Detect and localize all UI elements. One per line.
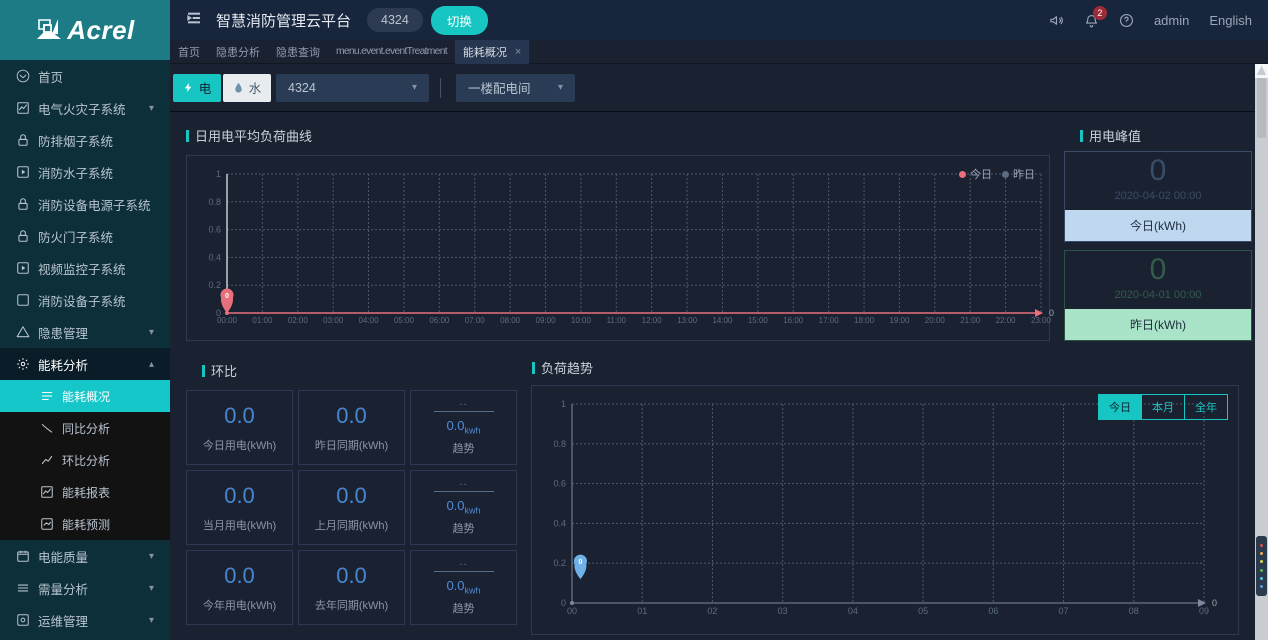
svg-text:02:00: 02:00	[288, 316, 309, 325]
svg-text:17:00: 17:00	[819, 316, 840, 325]
svg-text:0: 0	[1212, 598, 1217, 608]
svg-text:11:00: 11:00	[607, 316, 627, 325]
svg-text:01: 01	[637, 606, 647, 616]
svg-text:0: 0	[225, 293, 229, 300]
svg-text:06: 06	[988, 606, 998, 616]
svg-text:07: 07	[1059, 606, 1069, 616]
svg-text:00: 00	[567, 606, 577, 616]
svg-text:1: 1	[561, 399, 566, 409]
svg-text:0: 0	[561, 598, 566, 608]
svg-text:0.2: 0.2	[553, 558, 566, 568]
svg-text:0: 0	[1049, 308, 1054, 318]
svg-text:0.8: 0.8	[208, 197, 221, 207]
svg-text:08: 08	[1129, 606, 1139, 616]
svg-text:09:00: 09:00	[536, 316, 557, 325]
svg-text:19:00: 19:00	[889, 316, 910, 325]
svg-text:08:00: 08:00	[500, 316, 521, 325]
svg-text:02: 02	[707, 606, 717, 616]
svg-text:21:00: 21:00	[960, 316, 981, 325]
svg-text:07:00: 07:00	[465, 316, 486, 325]
svg-text:0.4: 0.4	[553, 518, 566, 528]
svg-text:09: 09	[1199, 606, 1209, 616]
svg-text:15:00: 15:00	[748, 316, 769, 325]
svg-text:03:00: 03:00	[323, 316, 344, 325]
svg-text:16:00: 16:00	[783, 316, 804, 325]
svg-text:18:00: 18:00	[854, 316, 875, 325]
svg-text:20:00: 20:00	[925, 316, 946, 325]
svg-text:12:00: 12:00	[642, 316, 663, 325]
svg-text:0: 0	[578, 559, 582, 566]
svg-text:05:00: 05:00	[394, 316, 415, 325]
svg-text:00:00: 00:00	[217, 316, 238, 325]
svg-text:06:00: 06:00	[429, 316, 450, 325]
svg-text:04:00: 04:00	[359, 316, 380, 325]
svg-text:0.8: 0.8	[553, 439, 566, 449]
svg-text:0.4: 0.4	[208, 252, 221, 262]
svg-text:1: 1	[216, 169, 221, 179]
svg-text:10:00: 10:00	[571, 316, 592, 325]
svg-text:04: 04	[848, 606, 858, 616]
svg-text:0.6: 0.6	[553, 479, 566, 489]
svg-text:05: 05	[918, 606, 928, 616]
svg-text:01:00: 01:00	[252, 316, 273, 325]
svg-text:22:00: 22:00	[996, 316, 1017, 325]
svg-text:03: 03	[778, 606, 788, 616]
svg-text:0.6: 0.6	[208, 225, 221, 235]
svg-text:13:00: 13:00	[677, 316, 698, 325]
svg-text:14:00: 14:00	[712, 316, 733, 325]
svg-text:0.2: 0.2	[208, 280, 221, 290]
